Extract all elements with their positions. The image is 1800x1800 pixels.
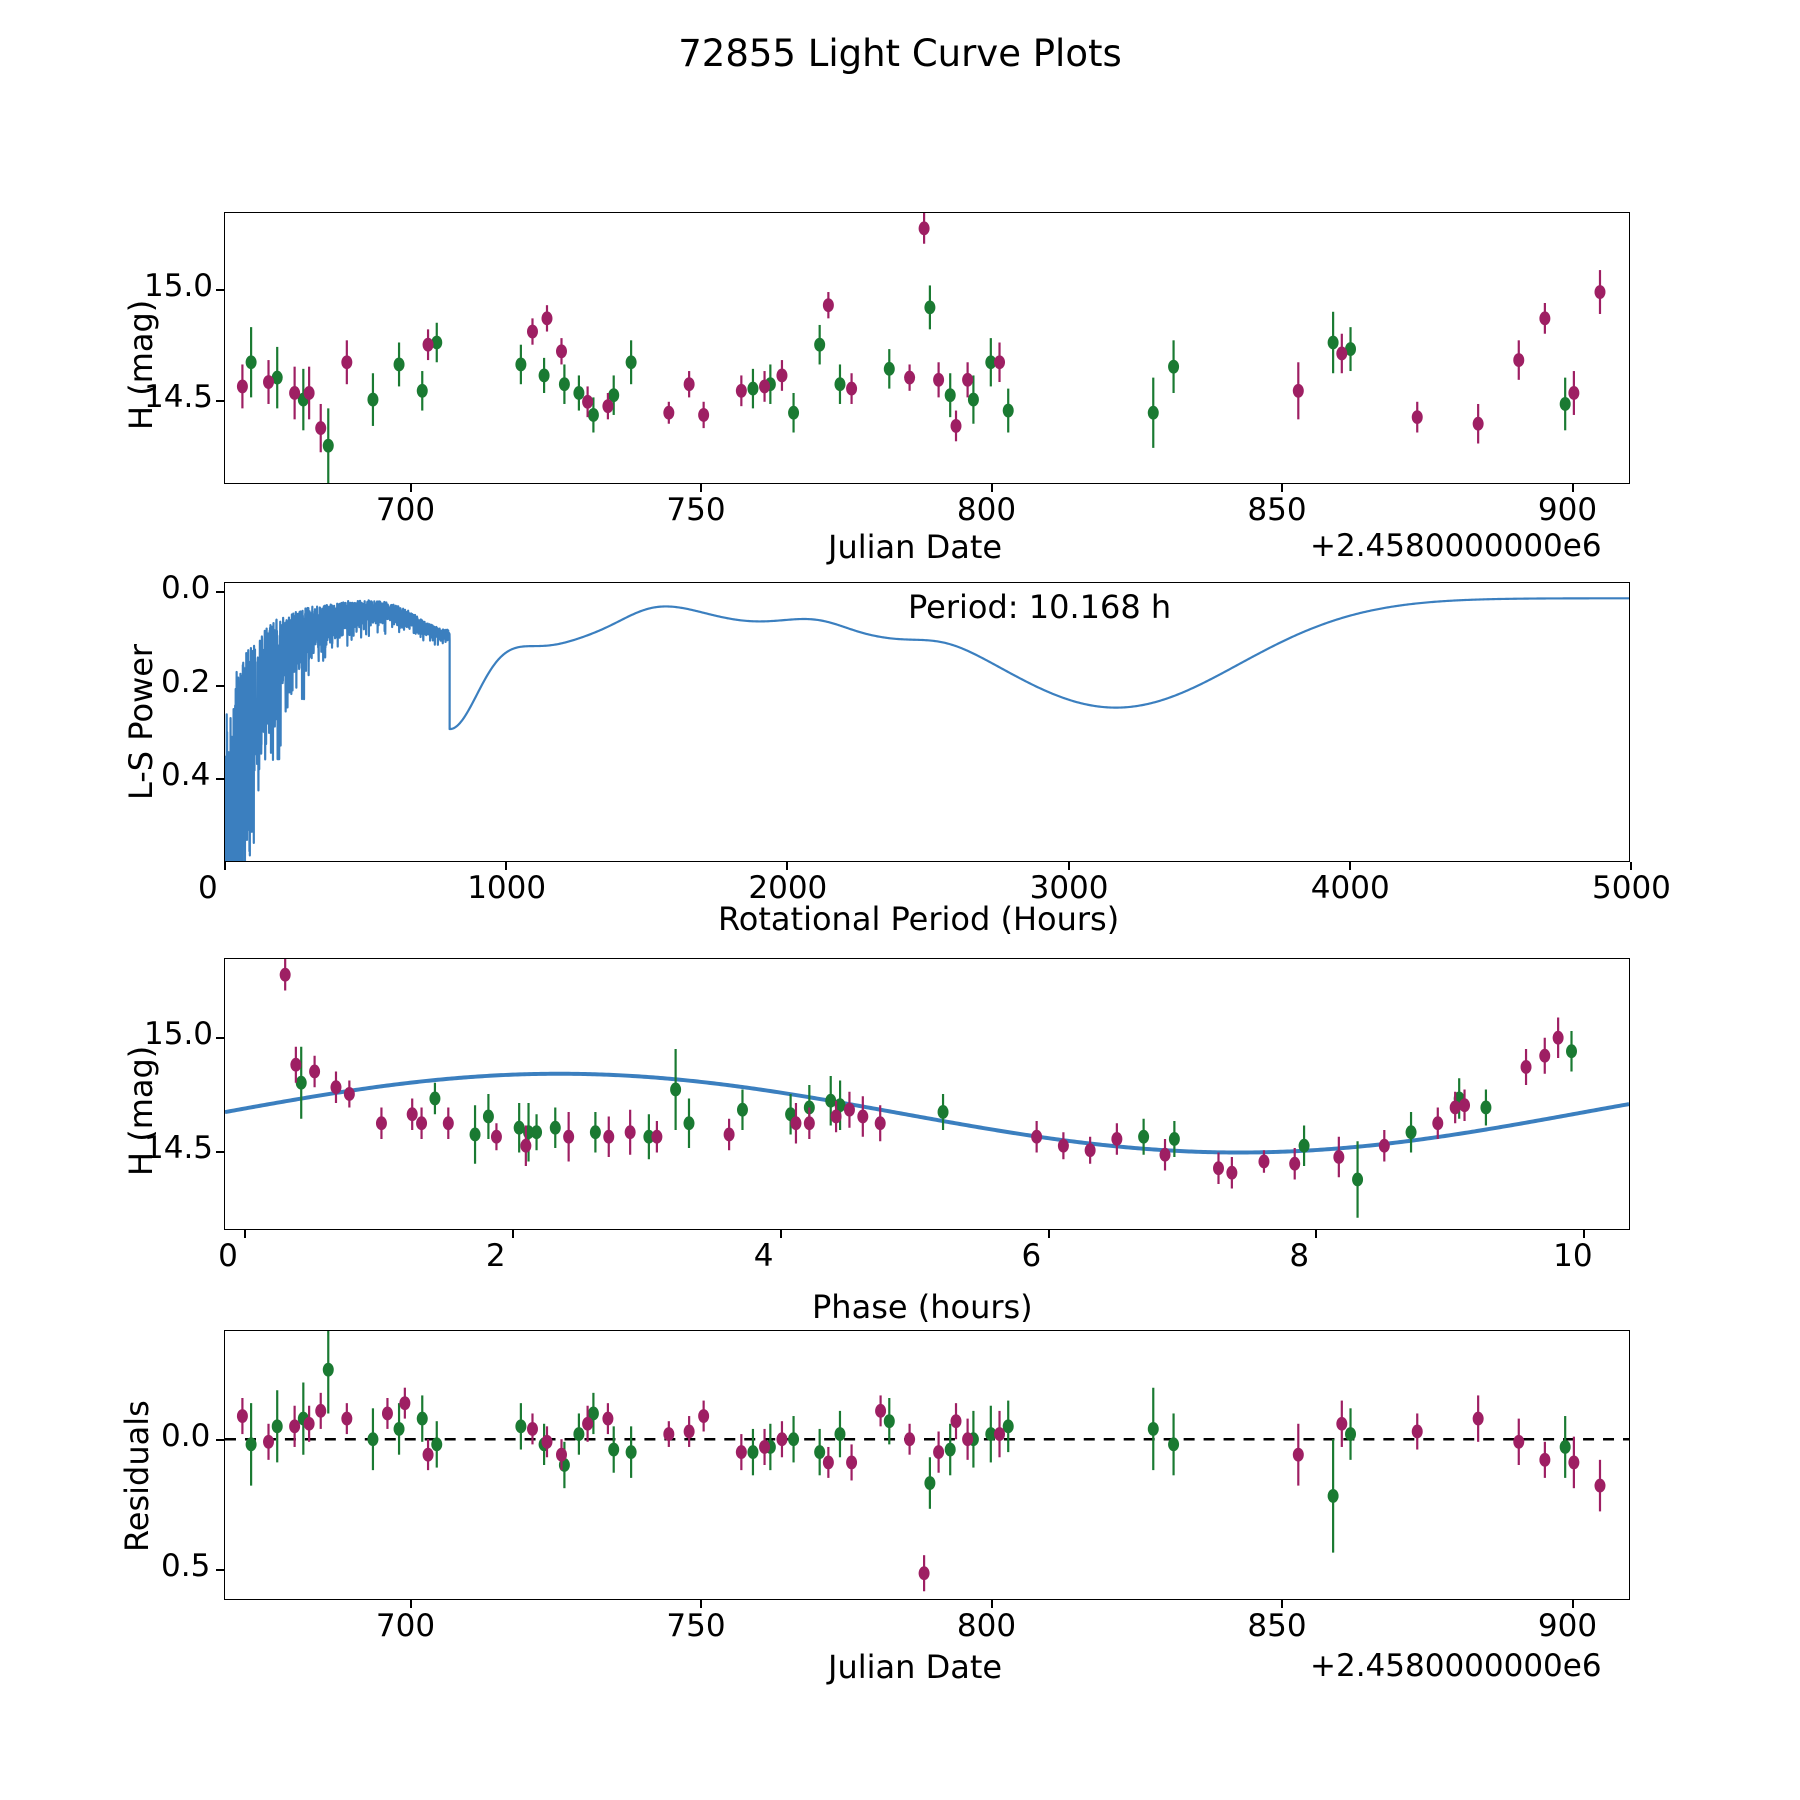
tick-mark <box>1348 862 1351 870</box>
tick-mark <box>216 1439 224 1442</box>
tick-label: 0.0 <box>161 1418 211 1455</box>
panel-periodogram <box>224 582 1630 862</box>
series-green <box>295 1030 1577 1218</box>
tick-label: 10 <box>1553 1238 1593 1274</box>
residuals-x-label: Julian Date <box>828 1648 1003 1686</box>
tick-mark <box>216 684 224 687</box>
tick-mark <box>1630 862 1632 870</box>
tick-label: 2000 <box>748 870 828 906</box>
tick-mark <box>409 1600 412 1608</box>
tick-label: 2 <box>485 1238 506 1274</box>
residuals-y-label: Residuals <box>118 1400 156 1552</box>
tick-label: 4000 <box>1310 870 1390 906</box>
tick-label: 6 <box>1021 1238 1042 1274</box>
tick-mark <box>990 1600 993 1608</box>
tick-label: 8 <box>1289 1238 1310 1274</box>
tick-label: 700 <box>375 1608 436 1644</box>
tick-label: 750 <box>666 1608 726 1644</box>
tick-mark <box>1047 1230 1050 1238</box>
tick-label: 0.0 <box>161 570 211 607</box>
tick-mark <box>216 399 224 402</box>
periodogram-plot-area <box>225 597 1629 861</box>
series-green <box>245 285 1571 483</box>
tick-mark <box>1571 484 1574 492</box>
light-curve-x-offset: +2.4580000000e6 <box>1310 528 1602 564</box>
tick-mark <box>216 778 224 780</box>
tick-mark <box>216 289 224 292</box>
figure-title: 72855 Light Curve Plots <box>678 32 1122 75</box>
series-magenta <box>236 1387 1606 1592</box>
tick-mark <box>1571 1600 1574 1608</box>
tick-label: 700 <box>375 492 436 528</box>
residuals-plot-area <box>225 1331 1629 1592</box>
panel-light-curve <box>224 212 1630 484</box>
tick-mark <box>1281 484 1284 492</box>
series-magenta <box>236 213 1606 453</box>
tick-label: 1000 <box>467 870 547 906</box>
tick-label: 14.5 <box>144 378 214 415</box>
tick-mark <box>1583 1230 1586 1238</box>
tick-mark <box>505 862 508 870</box>
tick-label: 900 <box>1537 492 1598 528</box>
tick-mark <box>216 591 224 594</box>
tick-mark <box>216 1568 224 1571</box>
light-curve-x-label: Julian Date <box>828 528 1003 566</box>
tick-mark <box>700 484 703 492</box>
tick-label: 900 <box>1537 1608 1598 1644</box>
tick-mark <box>511 1230 514 1238</box>
tick-label: 0.4 <box>161 757 211 793</box>
period-annotation: Period: 10.168 h <box>908 588 1172 626</box>
tick-label: 0.5 <box>161 1547 211 1584</box>
tick-mark <box>786 862 789 870</box>
phase-folded-x-label: Phase (hours) <box>812 1288 1033 1326</box>
tick-label: 850 <box>1247 492 1307 528</box>
tick-label: 14.5 <box>144 1129 214 1166</box>
panel-phase-folded <box>224 958 1630 1230</box>
tick-mark <box>1281 1600 1284 1608</box>
tick-label: 0 <box>198 870 218 906</box>
tick-mark <box>700 1600 703 1608</box>
tick-label: 4 <box>753 1238 774 1274</box>
tick-label: 800 <box>956 492 1017 528</box>
tick-mark <box>244 1230 247 1238</box>
tick-mark <box>216 1037 224 1040</box>
tick-mark <box>990 484 993 492</box>
light-curve-plot-area <box>236 213 1606 483</box>
tick-label: 15.0 <box>144 268 214 305</box>
tick-label: 850 <box>1247 1608 1307 1644</box>
tick-label: 750 <box>666 492 726 528</box>
panel-residuals <box>224 1330 1630 1600</box>
tick-label: 5000 <box>1592 870 1671 906</box>
tick-mark <box>409 484 412 492</box>
tick-mark <box>1315 1230 1318 1238</box>
phase-folded-plot-area <box>225 959 1629 1218</box>
tick-mark <box>1067 862 1070 870</box>
tick-label: 15.0 <box>144 1016 214 1053</box>
periodogram-x-label: Rotational Period (Hours) <box>718 900 1120 938</box>
tick-label: 0 <box>218 1238 238 1274</box>
tick-mark <box>779 1230 782 1238</box>
tick-label: 800 <box>956 1608 1017 1644</box>
residuals-x-offset: +2.4580000000e6 <box>1310 1648 1602 1684</box>
periodogram-y-label: L-S Power <box>122 643 160 800</box>
tick-label: 3000 <box>1029 870 1109 906</box>
tick-mark <box>224 862 226 870</box>
tick-label: 0.2 <box>161 663 211 700</box>
sinusoidal-fit-line <box>225 1071 1629 1155</box>
series-magenta <box>279 959 1564 1189</box>
series-green <box>245 1331 1571 1553</box>
tick-mark <box>216 1150 224 1153</box>
